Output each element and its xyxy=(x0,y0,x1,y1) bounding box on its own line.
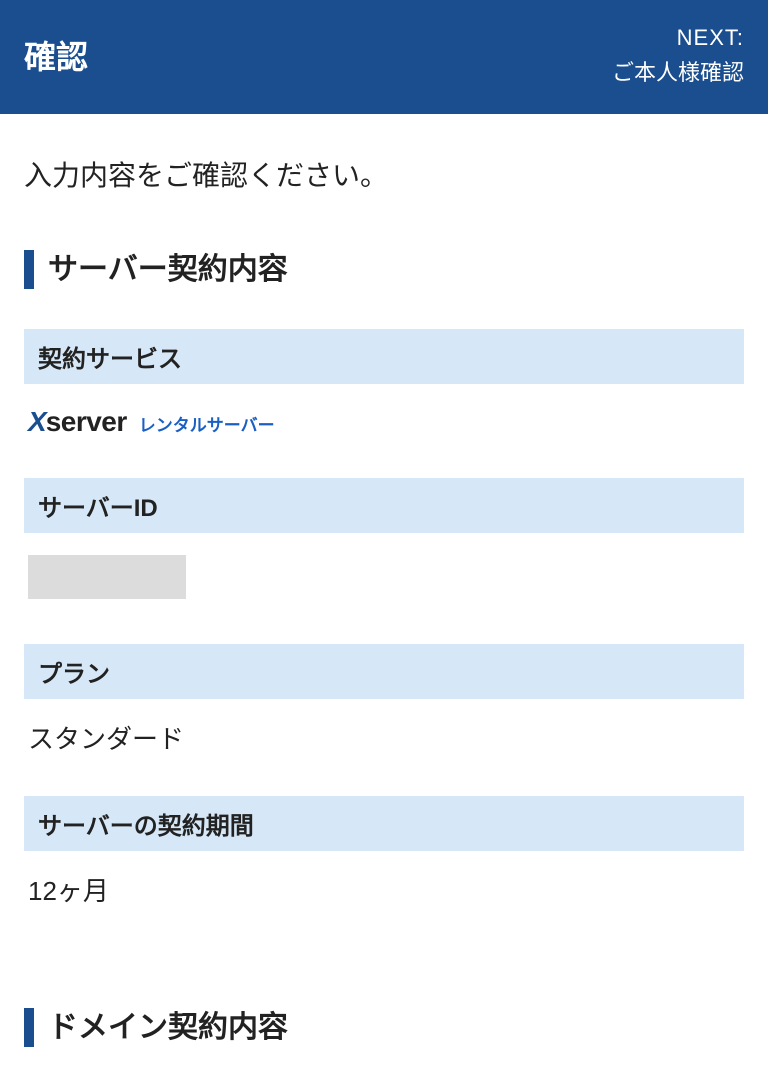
server-section-title: サーバー契約内容 xyxy=(24,250,744,289)
next-value: ご本人様確認 xyxy=(612,55,744,90)
section-spacer xyxy=(24,948,744,1008)
service-value: Xserver レンタルサーバー xyxy=(24,384,744,478)
intro-text: 入力内容をご確認ください。 xyxy=(24,154,744,194)
domain-section-title: ドメイン契約内容 xyxy=(24,1008,744,1047)
period-label: サーバーの契約期間 xyxy=(24,796,744,851)
server-id-value xyxy=(24,533,744,644)
plan-value: スタンダード xyxy=(24,699,744,796)
logo-x-icon: X xyxy=(28,406,46,437)
plan-label: プラン xyxy=(24,644,744,699)
period-value: 12ヶ月 xyxy=(24,851,744,948)
xserver-logo: Xserver xyxy=(28,406,127,438)
server-id-label: サーバーID xyxy=(24,478,744,533)
page-header: 確認 NEXT: ご本人様確認 xyxy=(0,0,768,114)
next-step-indicator: NEXT: ご本人様確認 xyxy=(612,20,744,90)
page-title: 確認 xyxy=(24,32,88,78)
redacted-block xyxy=(28,555,186,599)
next-label: NEXT: xyxy=(612,20,744,55)
content-area: 入力内容をご確認ください。 サーバー契約内容 契約サービス Xserver レン… xyxy=(0,114,768,1047)
logo-server-text: server xyxy=(46,406,127,437)
logo-subtitle: レンタルサーバー xyxy=(139,411,275,436)
service-label: 契約サービス xyxy=(24,329,744,384)
